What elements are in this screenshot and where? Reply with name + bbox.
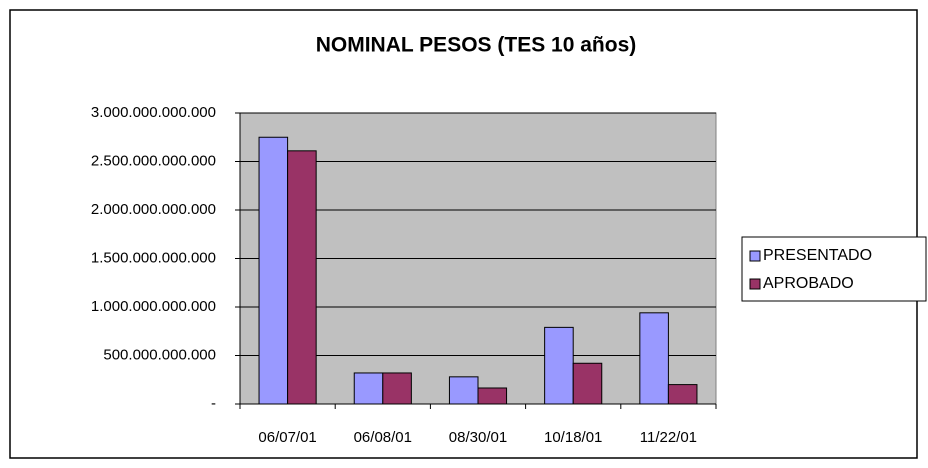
legend-swatch [749, 278, 761, 290]
x-tick-label: 10/18/01 [544, 429, 602, 446]
legend-swatch [749, 250, 761, 262]
bar [353, 372, 384, 405]
y-tick-label: 1.500.000.000.000 [91, 249, 216, 266]
bar [287, 150, 317, 405]
legend-label: PRESENTADO [763, 247, 872, 264]
bar [258, 136, 289, 405]
y-tick-label: 2.500.000.000.000 [91, 152, 216, 169]
bar [572, 362, 603, 405]
y-tick-label: 2.000.000.000.000 [91, 201, 216, 218]
legend-label: APROBADO [763, 275, 854, 292]
y-tick-label: 500.000.000.000 [103, 346, 216, 363]
bar [639, 312, 669, 405]
x-tick-label: 06/08/01 [354, 429, 412, 446]
y-tick-label: - [211, 395, 216, 412]
y-tick-label: 1.000.000.000.000 [91, 298, 216, 315]
bar [382, 372, 412, 405]
x-tick-label: 06/07/01 [258, 429, 316, 446]
x-tick-label: 11/22/01 [640, 429, 697, 446]
y-tick-label: 3.000.000.000.000 [91, 104, 216, 121]
x-tick-label: 08/30/01 [449, 429, 507, 446]
bar [667, 384, 698, 405]
bar [477, 387, 508, 405]
bar [544, 326, 574, 405]
bar [448, 376, 479, 405]
chart-title: NOMINAL PESOS (TES 10 años) [316, 34, 637, 57]
legend-box [741, 236, 927, 302]
